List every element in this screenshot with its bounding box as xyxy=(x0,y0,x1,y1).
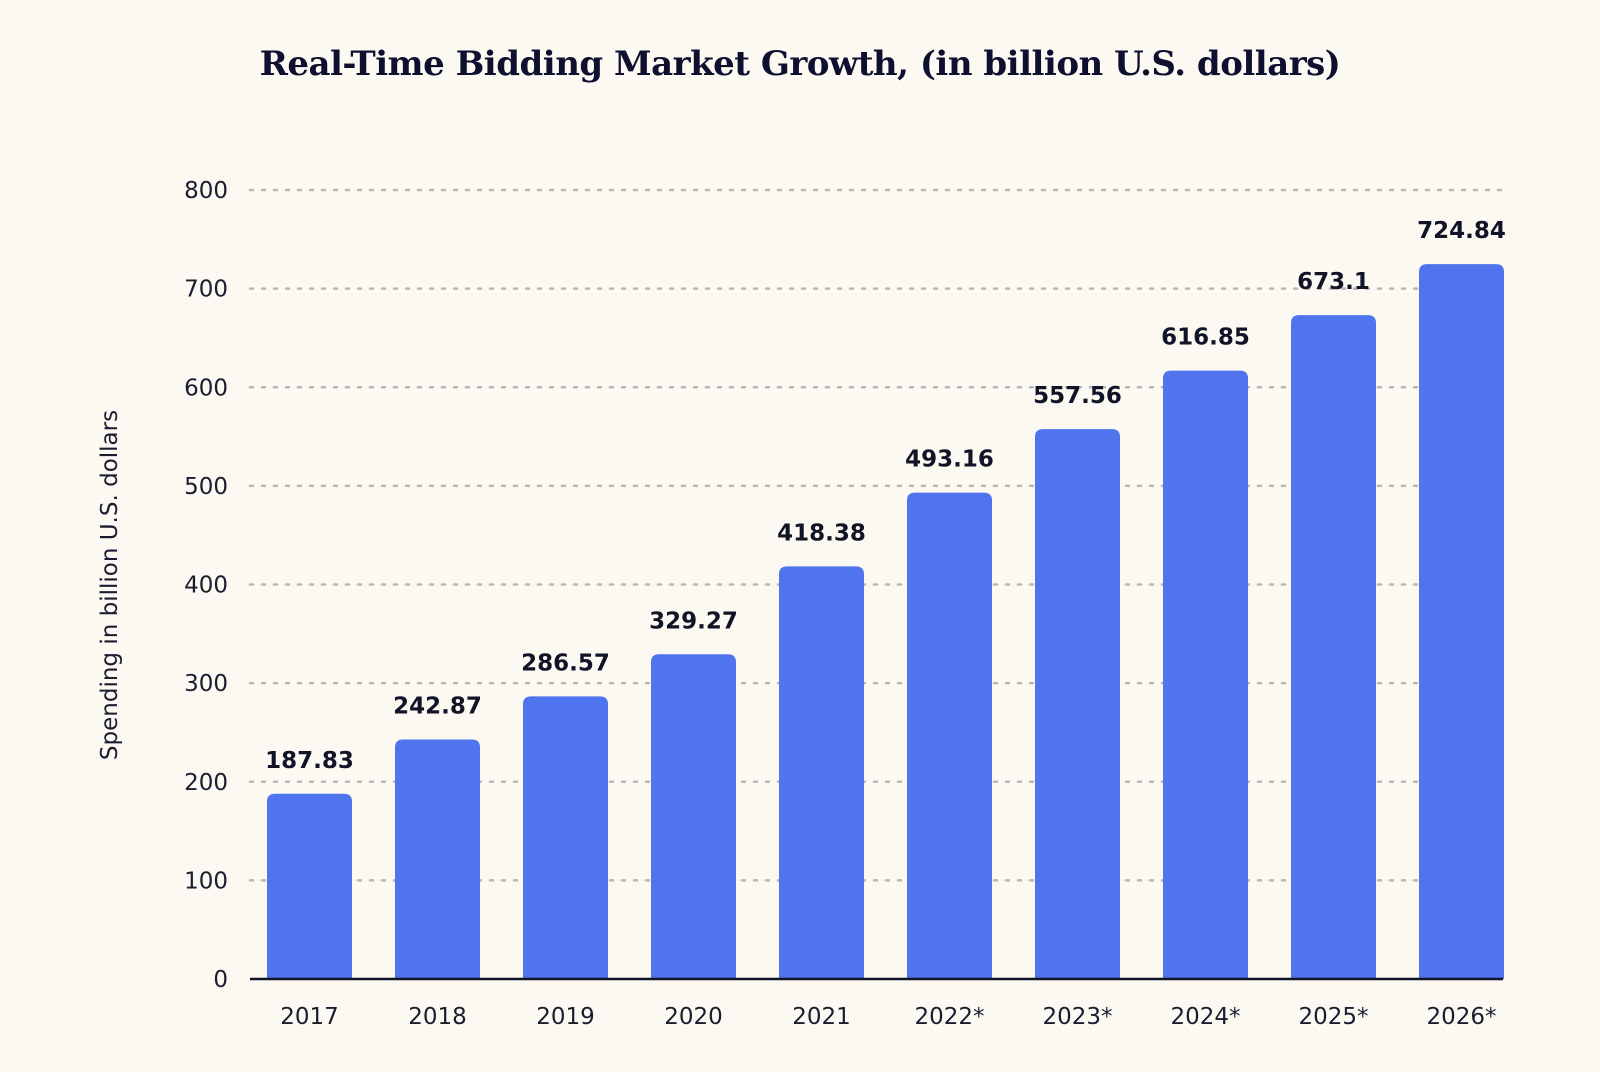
data-label: 242.87 xyxy=(393,693,482,719)
x-tick-label: 2019 xyxy=(536,1004,595,1030)
data-label: 418.38 xyxy=(777,520,866,546)
y-tick-label: 200 xyxy=(184,770,228,796)
x-tick-label: 2025* xyxy=(1298,1004,1368,1030)
x-tick-label: 2017 xyxy=(280,1004,339,1030)
data-label: 286.57 xyxy=(521,650,610,676)
bar xyxy=(1035,429,1120,979)
x-tick-label: 2023* xyxy=(1042,1004,1112,1030)
x-tick-label: 2018 xyxy=(408,1004,467,1030)
data-label: 493.16 xyxy=(905,447,994,473)
bar xyxy=(267,793,352,979)
x-tick-label: 2021 xyxy=(792,1004,851,1030)
y-tick-label: 700 xyxy=(184,277,228,303)
bar xyxy=(1163,370,1248,979)
x-tick-label: 2024* xyxy=(1170,1004,1240,1030)
data-label: 557.56 xyxy=(1033,383,1122,409)
bar xyxy=(523,696,608,979)
y-tick-label: 800 xyxy=(184,178,228,204)
data-label: 724.84 xyxy=(1417,218,1506,244)
bar xyxy=(1419,264,1504,979)
y-tick-label: 600 xyxy=(184,375,228,401)
bar xyxy=(779,566,864,979)
y-tick-label: 0 xyxy=(213,967,228,993)
y-axis-label: Spending in billion U.S. dollars xyxy=(97,410,123,760)
data-label: 616.85 xyxy=(1161,325,1250,351)
bar xyxy=(1291,315,1376,979)
x-tick-label: 2020 xyxy=(664,1004,723,1030)
y-tick-label: 400 xyxy=(184,573,228,599)
bar xyxy=(395,739,480,979)
data-label: 673.1 xyxy=(1297,269,1370,295)
y-tick-label: 100 xyxy=(184,868,228,894)
bar xyxy=(651,654,736,979)
x-tick-label: 2026* xyxy=(1426,1004,1496,1030)
data-label: 329.27 xyxy=(649,608,738,634)
chart-title: Real-Time Bidding Market Growth, (in bil… xyxy=(259,44,1341,84)
x-tick-label: 2022* xyxy=(914,1004,984,1030)
y-tick-label: 300 xyxy=(184,671,228,697)
data-label: 187.83 xyxy=(265,748,354,774)
y-tick-label: 500 xyxy=(184,474,228,500)
bar xyxy=(907,492,992,979)
